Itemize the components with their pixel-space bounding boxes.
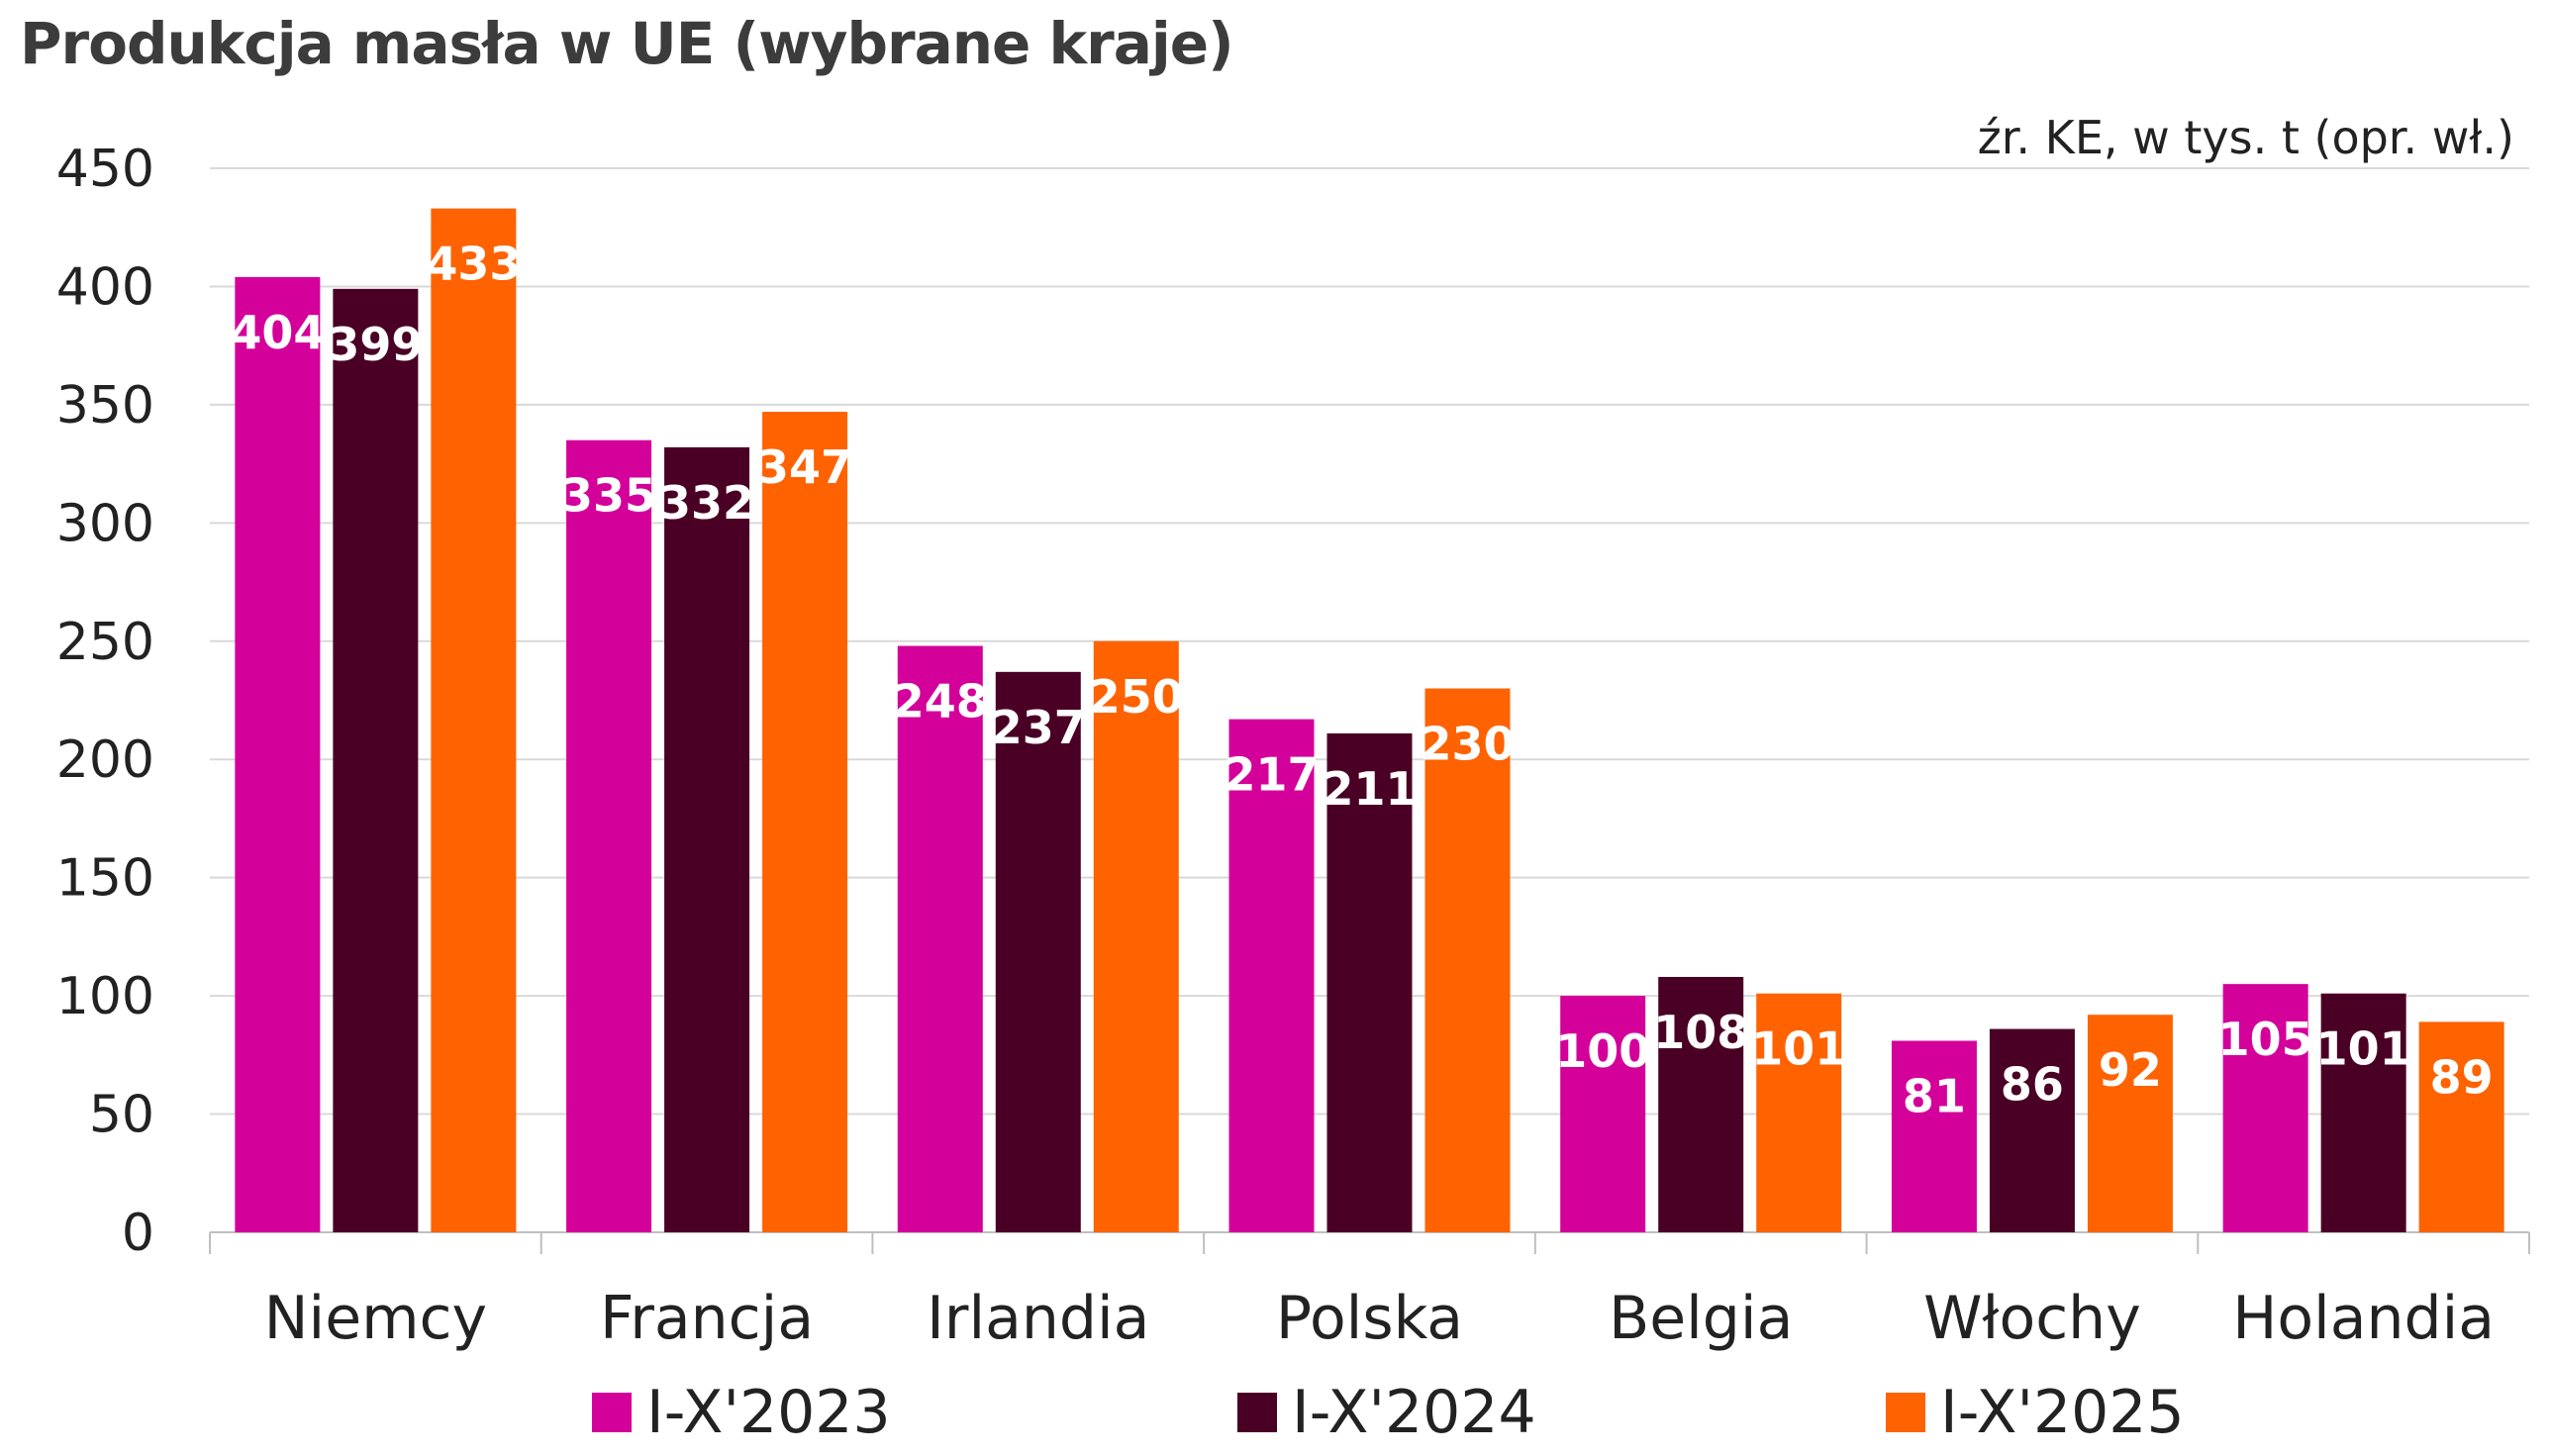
data-label: 217: [1224, 748, 1319, 802]
legend-item: I-X'2025: [1886, 1378, 2185, 1447]
legend-label: I-X'2023: [646, 1378, 891, 1447]
y-axis-tick-labels: 0 50 100 150 200 250 300 350 400 450: [56, 140, 154, 1263]
bar: [431, 208, 517, 1233]
category-label: Niemcy: [264, 1284, 487, 1353]
data-label: 335: [561, 469, 656, 523]
data-label: 433: [426, 238, 521, 291]
data-label: 92: [2099, 1043, 2162, 1097]
data-label: 81: [1903, 1070, 1966, 1123]
y-tick-label: 450: [56, 140, 154, 199]
bar: [1228, 719, 1315, 1232]
data-label: 399: [328, 318, 423, 371]
bar: [995, 671, 1081, 1232]
y-tick-label: 200: [56, 730, 154, 790]
bar: [1756, 993, 1842, 1232]
data-label: 101: [2316, 1022, 2411, 1076]
bar: [2320, 993, 2406, 1232]
data-label: 101: [1751, 1022, 1846, 1076]
bar: [566, 439, 652, 1232]
x-axis-category-labels: Niemcy Francja Irlandia Polska Belgia Włochy H…: [264, 1284, 2495, 1353]
data-label: 211: [1322, 762, 1417, 816]
data-label: 86: [2001, 1058, 2064, 1112]
legend-item: I-X'2023: [592, 1378, 891, 1447]
category-label: Włochy: [1923, 1284, 2141, 1353]
legend-label: I-X'2025: [1940, 1378, 2185, 1447]
y-tick-label: 350: [56, 376, 154, 436]
bar: [897, 645, 983, 1232]
y-tick-label: 100: [56, 967, 154, 1026]
chart-title: Produkcja masła w UE (wybrane kraje): [20, 10, 1234, 77]
data-label: 108: [1653, 1006, 1748, 1059]
category-label: Francja: [600, 1284, 814, 1353]
legend-swatch: [1237, 1393, 1277, 1432]
bar: [1093, 640, 1179, 1232]
source-note: źr. KE, w tys. t (opr. wł.): [1978, 111, 2514, 164]
bar: [2222, 984, 2308, 1232]
bar: [664, 446, 750, 1232]
bar: [1658, 977, 1744, 1232]
data-label: 100: [1555, 1024, 1650, 1078]
y-tick-label: 300: [56, 494, 154, 553]
category-label: Irlandia: [927, 1284, 1149, 1353]
bar: [2087, 1015, 2173, 1232]
bar: [1560, 996, 1646, 1232]
data-label: 230: [1420, 718, 1515, 771]
bar: [1424, 688, 1511, 1232]
category-label: Holandia: [2232, 1284, 2495, 1353]
bar: [333, 288, 419, 1232]
bar: [1326, 732, 1413, 1232]
data-label: 332: [659, 476, 754, 530]
y-tick-label: 250: [56, 613, 154, 672]
legend: I-X'2023 I-X'2024 I-X'2025: [592, 1378, 2185, 1447]
bar: [1989, 1028, 2075, 1232]
y-tick-label: 50: [89, 1086, 154, 1145]
category-label: Belgia: [1609, 1284, 1793, 1353]
bars: [235, 208, 2504, 1233]
legend-item: I-X'2024: [1237, 1378, 1536, 1447]
data-label: 105: [2218, 1013, 2313, 1066]
bar: [762, 412, 848, 1232]
category-label: Polska: [1276, 1284, 1463, 1353]
data-label: 404: [230, 306, 325, 359]
legend-swatch: [1886, 1393, 1925, 1432]
y-tick-label: 0: [122, 1204, 154, 1263]
data-label: 250: [1089, 670, 1184, 724]
y-tick-label: 400: [56, 257, 154, 317]
data-label: 237: [991, 701, 1086, 754]
legend-swatch: [592, 1393, 632, 1432]
data-label: 347: [757, 440, 852, 494]
bar: [1891, 1040, 1977, 1232]
legend-label: I-X'2024: [1292, 1378, 1536, 1447]
data-label: 248: [893, 675, 988, 728]
bar: [2418, 1021, 2504, 1232]
data-label: 89: [2430, 1050, 2494, 1104]
y-tick-label: 150: [56, 849, 154, 909]
x-axis: [209, 1231, 2530, 1254]
bar: [235, 276, 321, 1232]
